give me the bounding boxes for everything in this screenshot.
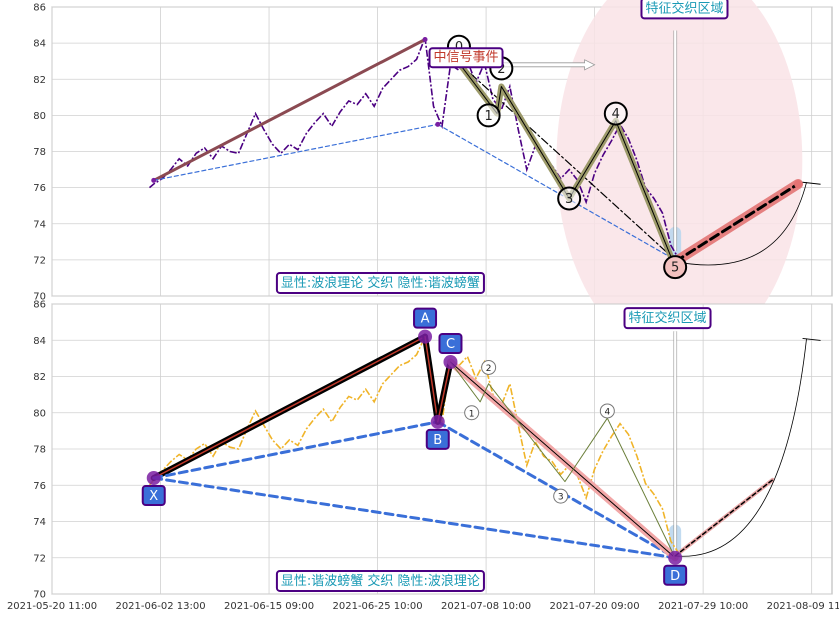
harmonic-point-D xyxy=(668,550,683,565)
line-projection xyxy=(673,182,800,264)
annotation-box xyxy=(428,47,504,69)
x-tick-label: 2021-06-15 09:00 xyxy=(224,601,314,612)
top-panel: 707274767880828486012345中信号事件特征交织区域显性:波浪… xyxy=(33,0,833,360)
wave-marker-label: 4 xyxy=(612,107,620,122)
harmonic-label-C: C xyxy=(446,337,455,352)
wave-marker-5 xyxy=(663,255,688,280)
harmonic-point-X xyxy=(146,471,161,485)
bottom-panel: 70 72 74 76 78 80 82 84 86 1 2 3 4 X A B C D 特征交织区域显性:谐波螃蟹… xyxy=(7,300,839,613)
line-BD xyxy=(436,420,677,560)
line-wave xyxy=(449,361,676,559)
y-tick-label: 80 xyxy=(33,408,46,419)
harmonic-label-B: B xyxy=(433,433,442,448)
line-BD xyxy=(437,123,676,261)
b-dot xyxy=(435,121,441,127)
harmonic-point-A xyxy=(418,329,433,344)
x-tick-label: 2021-07-20 09:00 xyxy=(550,601,640,612)
y-tick-label: 70 xyxy=(33,292,46,303)
line-AB-core xyxy=(424,335,439,423)
y-tick-label: 72 xyxy=(33,255,46,266)
wave-marker-label: 5 xyxy=(671,261,679,276)
wave-marker-2 xyxy=(481,359,497,375)
y-tick-label: 82 xyxy=(33,372,46,383)
wave-marker-label: 1 xyxy=(484,109,492,124)
y-tick-label: 74 xyxy=(33,219,46,230)
y-tick-label: 84 xyxy=(33,336,46,347)
return-arc xyxy=(675,338,807,557)
x-tick-label: 2021-05-20 11:00 xyxy=(7,601,97,612)
annotation-box xyxy=(275,569,485,592)
line-XD xyxy=(152,476,677,560)
wave-marker-1 xyxy=(464,405,480,421)
x-dot xyxy=(151,177,157,183)
line-XA-core xyxy=(152,335,426,479)
harmonic-label-D: D xyxy=(670,569,680,584)
wave-marker-3 xyxy=(553,488,569,504)
y-tick-label: 76 xyxy=(33,481,46,492)
wave-marker-4 xyxy=(599,403,615,419)
y-tick-label: 78 xyxy=(33,445,46,456)
x-tick-label: 2021-06-25 10:00 xyxy=(333,601,423,612)
harmonic-point-B xyxy=(430,414,445,429)
x-tick-label: 2021-07-08 10:00 xyxy=(441,601,531,612)
y-tick-label: 72 xyxy=(33,553,46,564)
wave-marker-1 xyxy=(476,103,501,128)
x-tick-label: 2021-07-29 10:00 xyxy=(658,601,748,612)
wave-marker-label: 3 xyxy=(558,493,564,503)
annotation-box xyxy=(623,307,712,330)
y-tick-label: 74 xyxy=(33,517,46,528)
y-tick-label: 70 xyxy=(33,590,46,601)
harmonic-label-box xyxy=(425,428,450,450)
line-XB xyxy=(152,420,440,480)
line-CD xyxy=(449,361,676,559)
y-tick-label: 78 xyxy=(33,147,46,158)
harmonic-label-A: A xyxy=(421,312,430,327)
line-XB xyxy=(153,123,439,181)
y-tick-label: 76 xyxy=(33,183,46,194)
wave-marker-label: 4 xyxy=(604,407,610,417)
harmonic-label-box xyxy=(413,307,438,329)
line-AD xyxy=(458,62,676,261)
annotation-text: 中信号事件 xyxy=(434,50,499,65)
y-tick-label: 80 xyxy=(33,111,46,122)
y-tick-label: 84 xyxy=(33,39,46,50)
feature-region xyxy=(556,0,803,360)
harmonic-label-box xyxy=(141,485,166,506)
wave-marker-4 xyxy=(603,101,628,126)
x-tick-label: 2021-08-09 11:00 xyxy=(767,601,839,612)
line-BC-core xyxy=(437,361,452,423)
wave-marker-label: 3 xyxy=(565,192,573,207)
annotation-box xyxy=(640,0,729,20)
y-tick-label: 86 xyxy=(33,300,46,311)
annotation-text: 显性:谐波螃蟹 交织 隐性:波浪理论 xyxy=(281,573,480,589)
harmonic-point-C xyxy=(443,355,458,369)
price-series xyxy=(148,37,681,261)
line-XA xyxy=(152,38,427,182)
y-tick-label: 82 xyxy=(33,75,46,86)
annotation-text: 特征交织区域 xyxy=(629,310,707,326)
a-dot xyxy=(422,37,428,43)
harmonic-label-box xyxy=(663,564,688,586)
return-arc xyxy=(675,182,807,266)
wave-marker-label: 2 xyxy=(497,62,505,77)
y-tick-label: 86 xyxy=(33,3,46,14)
harmonic-label-box xyxy=(438,333,463,354)
line-projection xyxy=(674,479,774,557)
wave-marker-3 xyxy=(557,186,582,211)
harmonic-label-X: X xyxy=(149,489,158,504)
arc-tick xyxy=(802,337,821,341)
x-tick-label: 2021-06-02 13:00 xyxy=(115,601,205,612)
wave-marker-label: 2 xyxy=(486,364,492,374)
wave-marker-label: 1 xyxy=(469,409,475,419)
annotation-text: 显性:波浪理论 交织 隐性:谐波螃蟹 xyxy=(281,275,480,291)
annotation-box xyxy=(275,271,485,294)
projection-end xyxy=(794,180,803,189)
annotation-text: 特征交织区域 xyxy=(645,0,723,16)
arc-tick xyxy=(802,181,821,185)
